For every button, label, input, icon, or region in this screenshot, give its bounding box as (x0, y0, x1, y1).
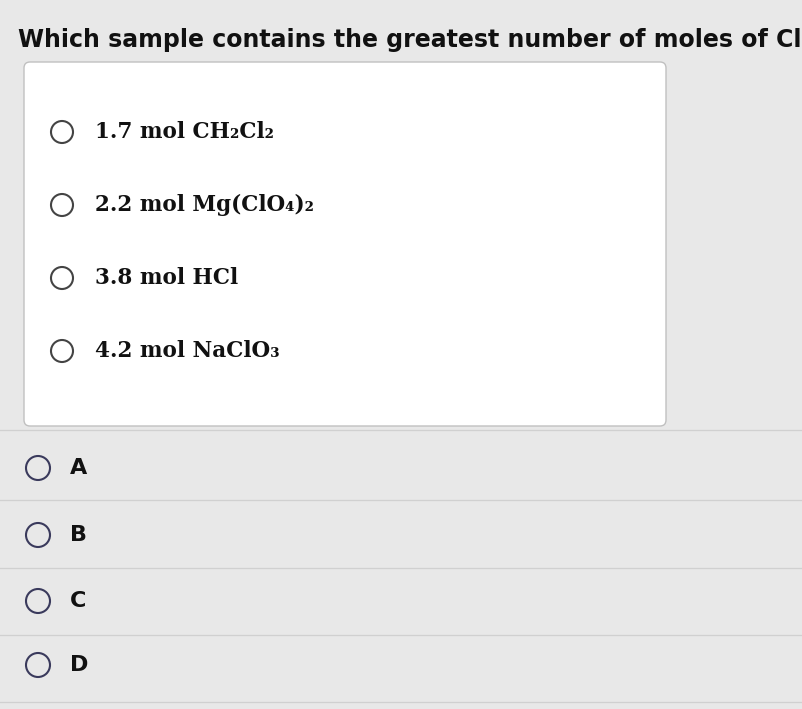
Text: 4.2 mol NaClO₃: 4.2 mol NaClO₃ (95, 340, 280, 362)
Text: 3.8 mol HCl: 3.8 mol HCl (95, 267, 238, 289)
Text: B: B (70, 525, 87, 545)
Text: D: D (70, 655, 88, 675)
Text: C: C (70, 591, 87, 611)
FancyBboxPatch shape (24, 62, 666, 426)
Text: 1.7 mol CH₂Cl₂: 1.7 mol CH₂Cl₂ (95, 121, 274, 143)
Text: 2.2 mol Mg(ClO₄)₂: 2.2 mol Mg(ClO₄)₂ (95, 194, 314, 216)
Text: A: A (70, 458, 87, 478)
Text: Which sample contains the greatest number of moles of Cl?: Which sample contains the greatest numbe… (18, 28, 802, 52)
